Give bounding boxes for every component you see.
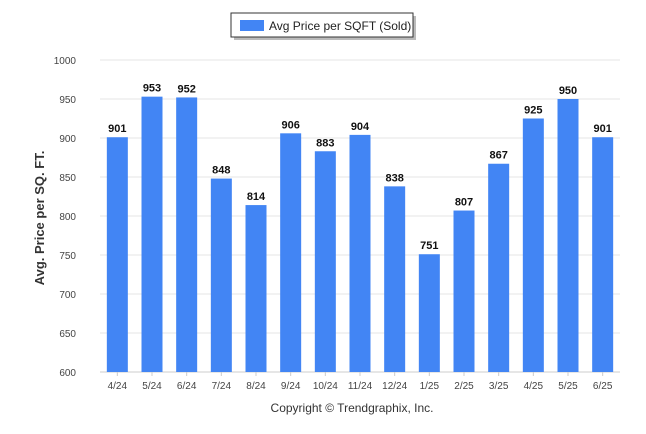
x-tick-label-9/24: 9/24 — [281, 381, 301, 392]
bar-7/24 — [210, 178, 232, 372]
x-axis: 4/24 5/24 6/24 7/24 8/24 9/24 10/24 11/24 12/24 1… — [108, 372, 613, 392]
data-label-10/24: 883 — [316, 137, 334, 149]
y-axis-title: Avg. Price per SQ. FT. — [32, 151, 47, 286]
data-labels: 901 953 952 848 814 906 883 904 838 751 807 867 925 9… — [108, 83, 612, 253]
data-label-8/24: 814 — [247, 191, 266, 203]
x-tick-label-2/25: 2/25 — [454, 381, 474, 392]
bars — [106, 96, 614, 372]
x-tick-label-12/24: 12/24 — [382, 381, 407, 392]
data-label-12/24: 838 — [385, 172, 403, 184]
y-tick-label: 850 — [59, 173, 76, 184]
x-tick-label-6/25: 6/25 — [593, 381, 613, 392]
data-label-6/24: 952 — [177, 83, 195, 95]
bar-11/24 — [349, 134, 371, 372]
y-tick-label: 650 — [59, 329, 76, 340]
y-tick-label: 750 — [59, 251, 76, 262]
y-tick-label: 800 — [59, 212, 76, 223]
bar-4/24 — [106, 137, 128, 372]
bar-6/25 — [592, 137, 614, 372]
bar-12/24 — [384, 186, 406, 372]
x-tick-label-7/24: 7/24 — [212, 381, 232, 392]
legend-swatch — [240, 20, 264, 31]
data-label-11/24: 904 — [351, 121, 370, 133]
x-tick-label-5/24: 5/24 — [142, 381, 162, 392]
data-label-3/25: 867 — [489, 150, 507, 162]
bar-2/25 — [453, 210, 475, 372]
copyright-text: Copyright © Trendgraphix, Inc. — [271, 401, 434, 415]
data-label-2/25: 807 — [455, 197, 473, 209]
x-tick-label-8/24: 8/24 — [246, 381, 266, 392]
legend-label: Avg Price per SQFT (Sold) — [269, 19, 411, 33]
bar-5/25 — [557, 99, 579, 372]
x-tick-label-6/24: 6/24 — [177, 381, 197, 392]
bar-3/25 — [488, 163, 510, 372]
x-tick-label-1/25: 1/25 — [420, 381, 440, 392]
y-tick-label: 950 — [59, 95, 76, 106]
data-label-4/25: 925 — [524, 105, 542, 117]
legend: Avg Price per SQFT (Sold) — [230, 12, 416, 40]
data-label-1/25: 751 — [420, 240, 438, 252]
bar-8/24 — [245, 205, 267, 372]
x-tick-label-4/25: 4/25 — [524, 381, 544, 392]
y-tick-label: 1000 — [54, 56, 77, 67]
data-label-7/24: 848 — [212, 165, 230, 177]
bar-1/25 — [418, 254, 440, 372]
y-tick-label: 600 — [59, 368, 76, 379]
x-tick-label-3/25: 3/25 — [489, 381, 509, 392]
y-tick-label: 700 — [59, 290, 76, 301]
bar-4/25 — [522, 118, 544, 372]
data-label-6/25: 901 — [593, 123, 611, 135]
data-label-9/24: 906 — [281, 119, 299, 131]
bar-5/24 — [141, 96, 163, 372]
y-tick-label: 900 — [59, 134, 76, 145]
x-tick-label-4/24: 4/24 — [108, 381, 128, 392]
data-label-5/24: 953 — [143, 83, 161, 95]
bar-9/24 — [280, 133, 302, 372]
y-axis: 600 650 700 750 800 850 900 950 1000 — [54, 56, 77, 379]
bar-6/24 — [176, 97, 198, 372]
x-tick-label-11/24: 11/24 — [348, 381, 373, 392]
bar-10/24 — [314, 151, 336, 372]
x-tick-label-5/25: 5/25 — [558, 381, 578, 392]
x-tick-label-10/24: 10/24 — [313, 381, 338, 392]
data-label-5/25: 950 — [559, 85, 577, 97]
data-label-4/24: 901 — [108, 123, 126, 135]
